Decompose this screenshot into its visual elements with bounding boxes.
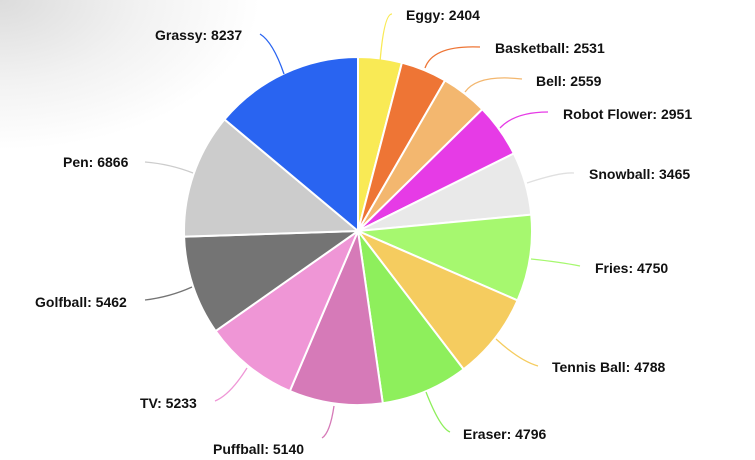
slice-label: Pen: 6866: [63, 154, 129, 170]
leader-line: [424, 46, 481, 69]
pie-slice-puffball: [288, 227, 384, 406]
leader-line: [321, 405, 335, 439]
slice-label: Basketball: 2531: [495, 40, 605, 56]
pie-slice-tv: [214, 228, 361, 393]
pie-slices: [183, 55, 533, 406]
pie-slice-pen: [183, 117, 361, 238]
leader-line: [144, 161, 194, 174]
slice-label: Bell: 2559: [536, 73, 602, 89]
leader-line: [144, 286, 193, 301]
slice-label: Tennis Ball: 4788: [552, 359, 666, 375]
slice-label: Robot Flower: 2951: [563, 106, 692, 122]
leader-line: [464, 77, 523, 93]
slice-label: Grassy: 8237: [155, 27, 242, 43]
leader-line: [526, 172, 575, 184]
slice-label: Fries: 4750: [595, 260, 668, 276]
leader-line: [530, 258, 581, 267]
slice-labels: Eggy: 2404 Basketball: 2531 Bell: 2559 Robo…: [35, 7, 692, 457]
leader-line: [379, 13, 393, 63]
pie-slice-golfball: [183, 229, 362, 333]
leader-line: [259, 33, 285, 75]
slice-label: Golfball: 5462: [35, 294, 127, 310]
slice-label: Puffball: 5140: [213, 441, 304, 457]
leader-lines: [144, 13, 581, 439]
leader-line: [214, 367, 248, 402]
slice-label: Eggy: 2404: [406, 7, 480, 23]
leader-line: [425, 391, 451, 433]
pie-slice-eraser: [356, 227, 466, 405]
slice-label: TV: 5233: [140, 395, 197, 411]
slice-label: Eraser: 4796: [463, 426, 547, 442]
slice-label: Snowball: 3465: [589, 166, 690, 182]
leader-line: [499, 111, 549, 129]
leader-line: [495, 338, 539, 367]
pie-slice-tennis-ball: [354, 228, 519, 371]
